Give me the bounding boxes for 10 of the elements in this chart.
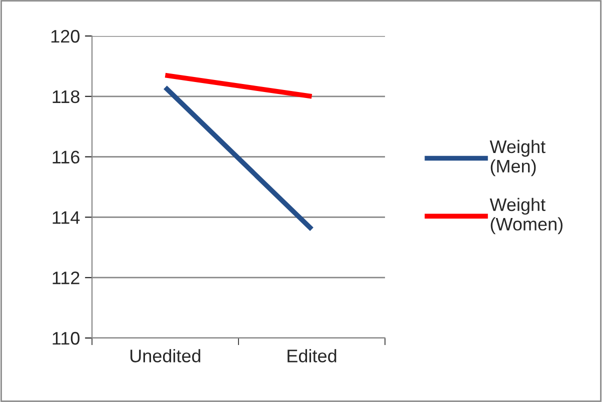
legend-label: Weight (Men) xyxy=(490,140,546,176)
y-tick-label: 112 xyxy=(52,272,80,284)
x-tick-label: Edited xyxy=(288,349,336,362)
y-tick-label: 120 xyxy=(51,30,80,43)
y-tick-label: 114 xyxy=(52,211,80,224)
y-tick-label: 116 xyxy=(52,150,80,164)
legend-label: Weight (Women) xyxy=(490,198,562,234)
y-tick-label: 110 xyxy=(52,332,80,345)
y-tick-label: 118 xyxy=(52,90,80,104)
x-tick-label: Unedited xyxy=(130,349,200,362)
